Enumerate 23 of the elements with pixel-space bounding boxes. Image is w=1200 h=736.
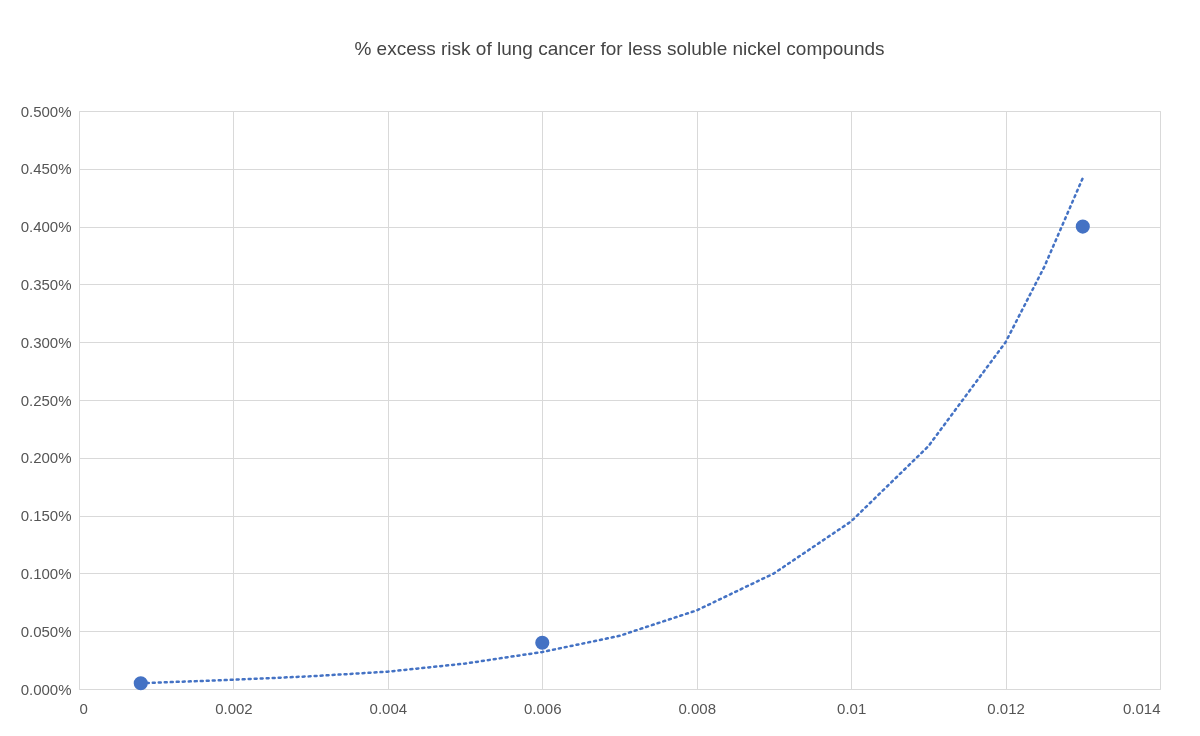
y-tick-label: 0.100% <box>20 564 72 582</box>
y-tick-label: 0.350% <box>20 275 72 293</box>
y-tick-label: 0.050% <box>20 622 72 640</box>
y-tick-label: 0.200% <box>20 449 72 467</box>
y-tick-label: 0.450% <box>20 160 72 178</box>
y-tick-label: 0.500% <box>20 102 72 120</box>
x-tick-label: 0.012 <box>987 699 1025 717</box>
y-tick-label: 0.000% <box>20 680 72 698</box>
chart-title: % excess risk of lung cancer for less soluble nickel compounds <box>354 38 885 59</box>
x-tick-label: 0.014 <box>1122 699 1161 717</box>
x-tick-label: 0.01 <box>837 699 867 717</box>
x-tick-label: 0.002 <box>215 699 253 717</box>
y-tick-label: 0.300% <box>20 333 72 351</box>
y-tick-label: 0.400% <box>20 218 72 236</box>
x-tick-label: 0.006 <box>524 699 562 717</box>
point <box>1075 219 1090 234</box>
y-tick-label: 0.150% <box>20 507 72 525</box>
y-tick-label: 0.250% <box>20 391 72 409</box>
x-tick-label: 0.008 <box>678 699 716 717</box>
point <box>535 635 550 650</box>
x-tick-label: 0 <box>79 699 88 717</box>
x-tick-label: 0.004 <box>369 699 408 717</box>
point <box>133 676 148 691</box>
